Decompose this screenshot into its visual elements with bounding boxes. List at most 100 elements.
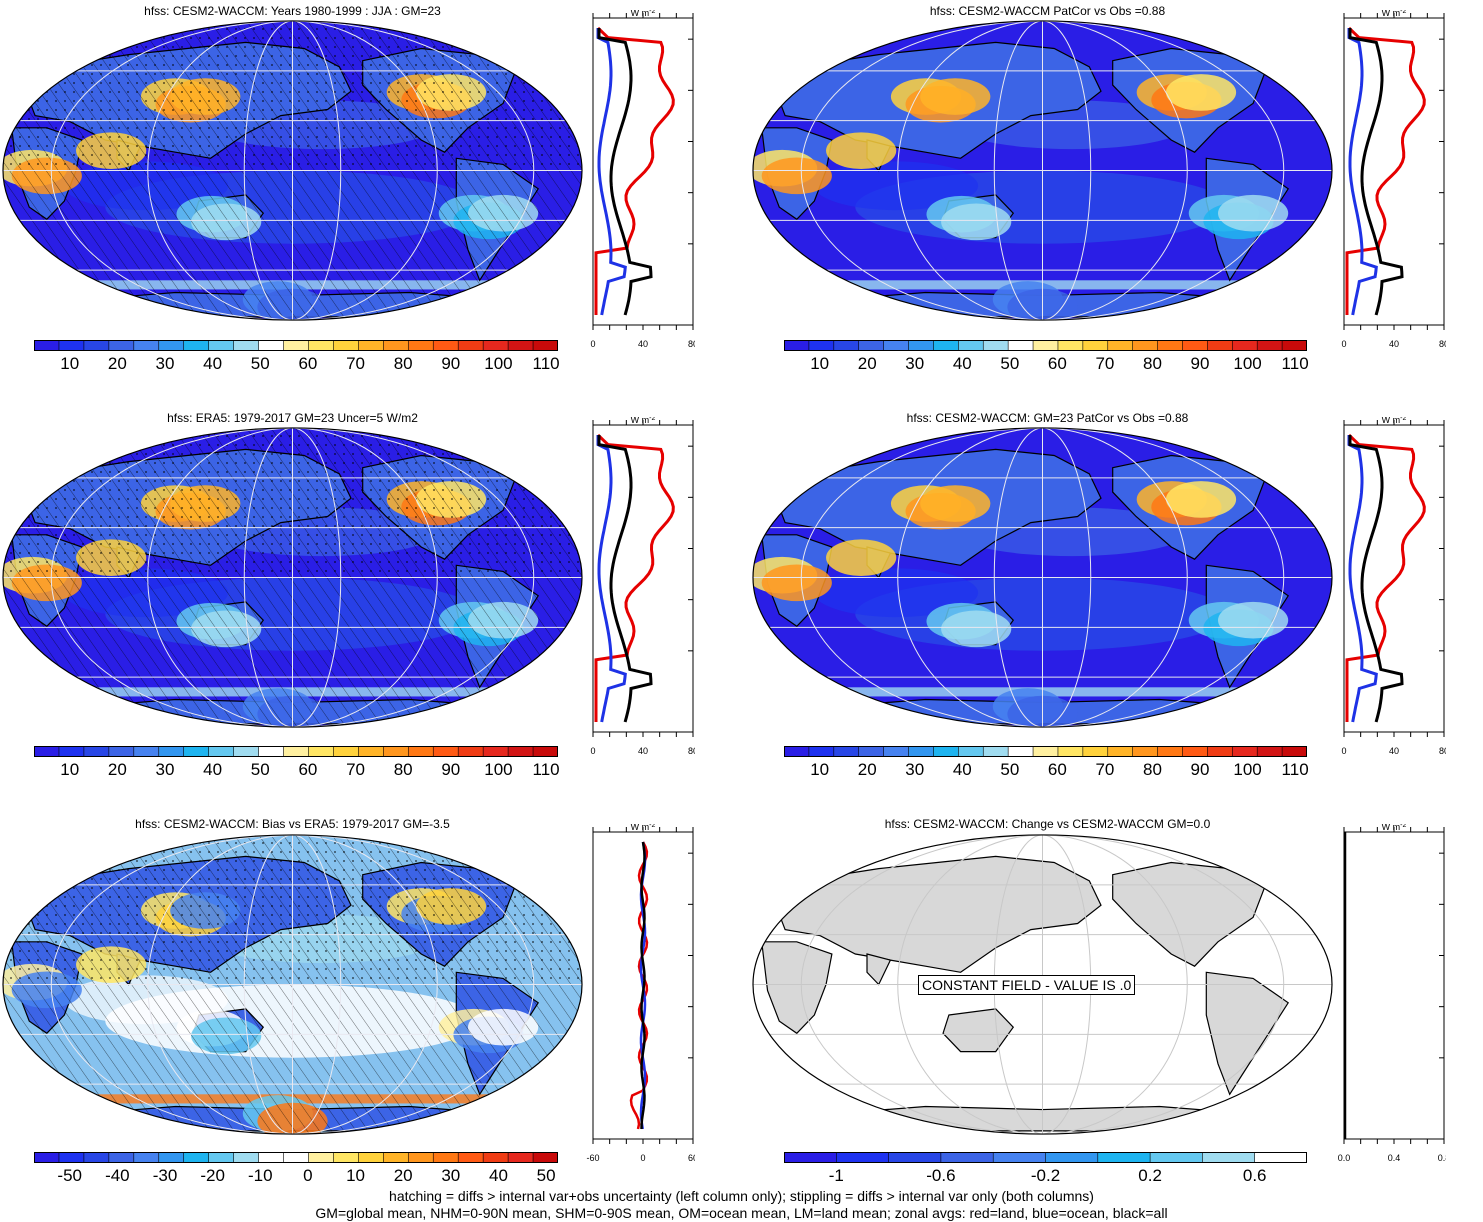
panel-3-map [2, 427, 583, 728]
colorbar-swatch [108, 340, 135, 351]
colorbar-swatch [1231, 746, 1258, 757]
colorbar-swatch [858, 746, 885, 757]
zonal-x-tick-label: 0 [590, 339, 595, 349]
footer-line-1: hatching = diffs > internal var+obs unce… [389, 1188, 1094, 1204]
zonal-land-line [594, 433, 675, 722]
colorbar-swatch [183, 1152, 210, 1163]
panel-1-title: hfss: CESM2-WACCM: Years 1980-1999 : JJA… [144, 4, 441, 18]
colorbar-tick-label: 20 [107, 760, 127, 779]
zonal-x-tick-label: 60 [688, 1153, 695, 1163]
panel-1-colorbar-labels: 10 20 30 40 50 60 70 80 90 100 110 [34, 354, 560, 376]
colorbar-tick-label: 0.6 [1242, 1166, 1267, 1185]
colorbar-swatch [958, 340, 985, 351]
panel-1-colorbar [34, 340, 558, 351]
colorbar-swatch [308, 1152, 335, 1163]
colorbar-swatch [992, 1152, 1047, 1163]
colorbar-swatch [457, 1152, 484, 1163]
colorbar-swatch [258, 746, 285, 757]
colorbar-swatch [908, 746, 935, 757]
colorbar-tick-label: 20 [107, 354, 127, 373]
zonal-all-line [1348, 28, 1404, 316]
colorbar-swatch [1157, 746, 1184, 757]
panel-4-title: hfss: CESM2-WACCM: GM=23 PatCor vs Obs =… [906, 411, 1189, 425]
zonal-land-line [629, 841, 649, 1130]
colorbar-swatch [34, 1152, 60, 1163]
footer-line-2: GM=global mean, NHM=0-90N mean, SHM=0-90… [315, 1205, 1168, 1221]
zonal-land-line [1345, 26, 1426, 315]
colorbar-tick-label: 60 [1047, 354, 1067, 373]
zonal-all-line [597, 435, 653, 723]
colorbar-tick-label: 80 [393, 354, 413, 373]
panel-4-colorbar [784, 746, 1307, 757]
colorbar-swatch [108, 746, 135, 757]
zonal-x-tick-label: 80 [688, 746, 695, 756]
zonal-x-tick-label: 40 [638, 339, 648, 349]
zonal-x-tick-label: 80 [688, 339, 695, 349]
colorbar-swatch [1082, 746, 1109, 757]
panel-1-zonal-plot: W m-260N30N030S60S04080 [590, 10, 695, 349]
colorbar-swatch [58, 746, 85, 757]
colorbar-tick-label: 20 [857, 760, 877, 779]
colorbar-swatch [1254, 1152, 1307, 1163]
colorbar-swatch [1057, 746, 1084, 757]
colorbar-swatch [858, 340, 885, 351]
colorbar-swatch [1207, 340, 1234, 351]
colorbar-swatch [833, 746, 860, 757]
colorbar-swatch [833, 340, 860, 351]
colorbar-tick-label: 100 [1233, 354, 1262, 373]
colorbar-swatch [407, 746, 435, 757]
colorbar-tick-label: 50 [250, 354, 270, 373]
colorbar-tick-label: 70 [1095, 760, 1115, 779]
zonal-x-tick-label: 0 [590, 746, 595, 756]
colorbar-swatch [940, 1152, 994, 1163]
panel-4-colorbar-labels: 10 20 30 40 50 60 70 80 90 100 110 [784, 760, 1308, 782]
colorbar-swatch [308, 746, 335, 757]
colorbar-swatch [1107, 746, 1134, 757]
panel-5-colorbar-labels: -50 -40 -30 -20 -10 0 10 20 30 40 50 [34, 1166, 558, 1188]
zonal-x-tick-label: 80 [1439, 339, 1446, 349]
colorbar-swatch [358, 746, 385, 757]
colorbar-swatch [883, 746, 910, 757]
colorbar-swatch [507, 1152, 534, 1163]
colorbar-swatch [158, 340, 185, 351]
colorbar-swatch [283, 1152, 310, 1163]
colorbar-tick-label: 0.2 [1138, 1166, 1162, 1185]
colorbar-tick-label: 30 [155, 354, 175, 373]
colorbar-tick-label: -10 [247, 1166, 273, 1185]
colorbar-swatch [532, 1152, 558, 1163]
colorbar-tick-label: 40 [203, 760, 223, 779]
colorbar-swatch [507, 340, 534, 351]
colorbar-tick-label: 30 [905, 354, 925, 373]
colorbar-tick-label: 60 [1047, 760, 1067, 779]
colorbar-swatch [482, 1152, 509, 1163]
panel-5-zonal-plot: W m-260N30N030S60S-60060 [586, 824, 695, 1163]
colorbar-swatch [183, 746, 210, 757]
colorbar-swatch [432, 340, 459, 351]
zonal-land-line [594, 26, 675, 315]
colorbar-tick-label: -40 [105, 1166, 130, 1185]
colorbar-swatch [532, 340, 558, 351]
colorbar-tick-label: 20 [857, 354, 877, 373]
colorbar-tick-label: 10 [60, 354, 80, 373]
colorbar-tick-label: 70 [346, 760, 365, 779]
zonal-x-tick-label: 40 [638, 746, 648, 756]
colorbar-swatch [933, 746, 960, 757]
colorbar-tick-label: 10 [60, 760, 80, 779]
colorbar-swatch [888, 1152, 942, 1163]
zonal-land-line [1345, 433, 1426, 722]
colorbar-swatch [1207, 746, 1234, 757]
zonal-x-tick-label: 0.4 [1388, 1153, 1401, 1163]
colorbar-tick-label: 90 [441, 760, 461, 779]
colorbar-swatch [34, 340, 60, 351]
zonal-x-tick-label: 0.8 [1438, 1153, 1446, 1163]
colorbar-swatch [308, 340, 335, 351]
colorbar-swatch [1132, 340, 1159, 351]
colorbar-swatch [808, 746, 835, 757]
colorbar-swatch [835, 1152, 890, 1163]
colorbar-tick-label: 110 [532, 354, 560, 373]
colorbar-tick-label: 50 [536, 1166, 556, 1185]
colorbar-swatch [982, 746, 1009, 757]
panel-4-zonal-plot: W m-260N30N030S60S04080 [1341, 417, 1446, 756]
colorbar-tick-label: -1 [828, 1166, 844, 1185]
colorbar-swatch [358, 340, 385, 351]
